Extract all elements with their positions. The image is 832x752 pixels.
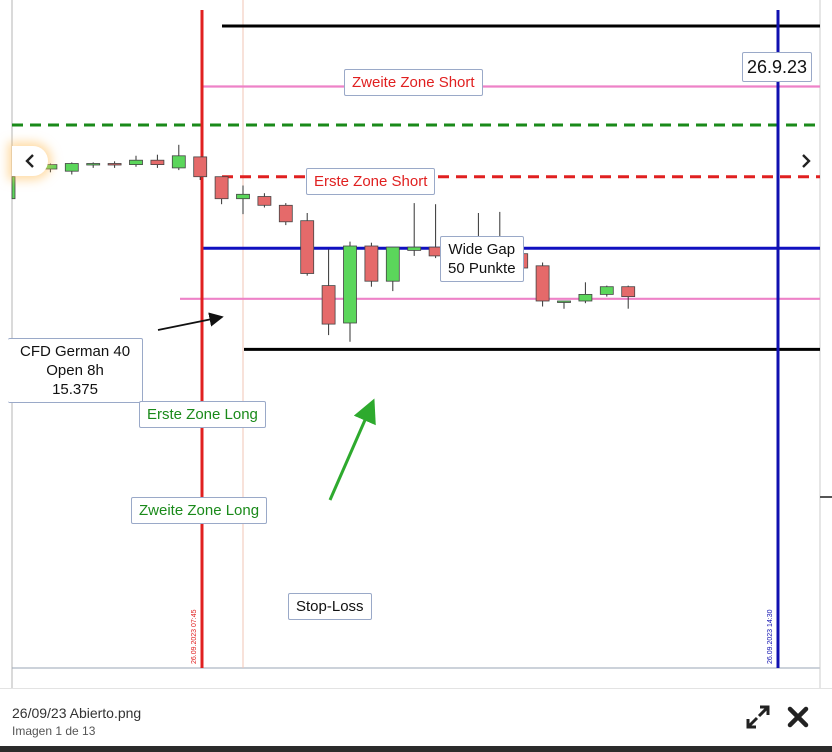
candlestick-chart: 26.09.2023 07:45 26.09.2023 14:30 06:00 07…	[11, 0, 832, 688]
candle-body	[150, 159, 165, 165]
x-tick-label: 07:00	[105, 687, 126, 688]
candle-09:30	[321, 249, 336, 336]
candle-body	[557, 300, 571, 303]
candle-body	[214, 176, 229, 200]
candle-09:15	[300, 213, 315, 276]
candle-07:00	[107, 161, 122, 168]
label-stop-loss: Stop-Loss	[288, 593, 372, 620]
candle-09:00	[278, 203, 293, 226]
label-cfd-german-40: CFD German 40 Open 8h 15.375	[8, 338, 144, 403]
viewer-footer: 26/09/23 Abierto.png Imagen 1 de 13	[0, 688, 832, 747]
candle-body	[621, 286, 636, 298]
candle-10:30	[407, 203, 422, 256]
cfd-line1: CFD German 40	[20, 343, 131, 360]
candle-body	[321, 285, 336, 325]
label-zweite-zone-long: Zweite Zone Long	[131, 497, 268, 524]
candle-partial	[11, 176, 16, 200]
candle-08:45	[257, 193, 272, 208]
x-tick-label: 06:00	[19, 687, 40, 688]
candle-09:45	[343, 241, 357, 342]
candle-12:30	[578, 282, 593, 304]
arrows	[157, 312, 376, 501]
wide-gap-line1: Wide Gap	[448, 241, 516, 258]
bottom-bar	[0, 746, 832, 752]
candle-12:00	[535, 262, 550, 307]
candle-body	[236, 193, 250, 200]
vline-label-session-open: 26.09.2023 07:45	[191, 609, 198, 664]
next-image-button[interactable]	[788, 146, 824, 176]
chevron-left-icon	[25, 154, 34, 168]
candle-body	[86, 163, 101, 166]
label-wide-gap: Wide Gap 50 Punkte	[440, 236, 524, 282]
x-tick-label: 08:00	[190, 687, 211, 688]
x-tick-label: 09:00	[276, 687, 297, 688]
candle-body	[300, 220, 315, 274]
candle-body	[129, 159, 143, 165]
wide-gap-line2: 50 Punkte	[448, 260, 516, 277]
arrow-rebound	[328, 398, 376, 501]
candle-10:00	[364, 242, 379, 287]
candle-07:15	[129, 155, 143, 167]
candle-body	[171, 155, 186, 169]
x-tick-label: 15	[812, 687, 821, 688]
expand-icon[interactable]	[744, 703, 772, 731]
candle-08:30	[236, 185, 250, 215]
close-icon[interactable]	[786, 705, 810, 729]
candle-06:45	[86, 162, 101, 168]
label-date: 26.9.23	[742, 52, 813, 82]
candle-12:15	[557, 300, 571, 309]
prev-image-button[interactable]	[12, 146, 48, 176]
x-tick-label: 14:00	[704, 687, 725, 688]
label-zweite-zone-short: Zweite Zone Short	[344, 69, 483, 96]
x-tick-label: 11:00	[447, 687, 467, 688]
candle-08:00	[193, 156, 208, 180]
cfd-line3: 15.375	[52, 381, 98, 398]
candle-12:45	[599, 285, 614, 297]
candle-body	[257, 196, 272, 206]
candle-10:15	[385, 246, 400, 292]
candle-body	[343, 245, 357, 324]
candle-body	[407, 246, 422, 251]
chevron-right-icon	[802, 154, 811, 168]
vline-label-session-end: 26.09.2023 14:30	[767, 609, 774, 664]
candle-body	[364, 245, 379, 282]
candle-body	[193, 156, 208, 178]
image-file-name: 26/09/23 Abierto.png	[12, 705, 142, 721]
candle-07:45	[171, 144, 186, 171]
cfd-line2: Open 8h	[46, 362, 104, 379]
x-tick-label: 12:00	[533, 687, 554, 688]
candle-body	[578, 293, 593, 302]
candle-body	[278, 204, 293, 223]
candle-08:15	[214, 176, 229, 205]
candle-body	[535, 265, 550, 302]
vertical-lines: 26.09.2023 07:45 26.09.2023 14:30	[191, 10, 780, 668]
x-axis: 06:00 07:00 08:00 09:00 10:00 11:00 12:00 13:00…	[19, 687, 821, 688]
arrow-open-pointer	[157, 312, 224, 331]
image-counter: Imagen 1 de 13	[12, 724, 96, 738]
candle-body	[64, 163, 79, 172]
candle-body	[107, 163, 122, 166]
candle-body	[385, 246, 400, 282]
label-erste-zone-long: Erste Zone Long	[139, 401, 266, 428]
candle-13:00	[621, 285, 636, 309]
candle-07:30	[150, 154, 165, 168]
x-tick-label: 10:00	[361, 687, 382, 688]
x-tick-label: 13:00	[618, 687, 639, 688]
candle-06:30	[64, 162, 79, 175]
candle-body	[599, 286, 614, 295]
label-erste-zone-short: Erste Zone Short	[306, 168, 436, 195]
